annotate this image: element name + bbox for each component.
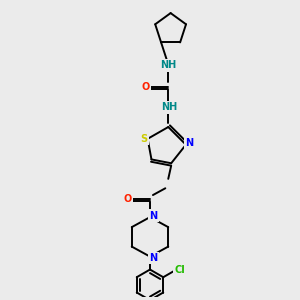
Text: NH: NH [160,60,176,70]
Text: N: N [185,138,194,148]
Text: N: N [149,253,158,263]
Text: O: O [124,194,132,204]
Text: Cl: Cl [175,265,185,275]
Text: N: N [149,211,158,221]
Text: O: O [142,82,150,92]
Text: S: S [140,134,148,144]
Text: NH: NH [162,102,178,112]
